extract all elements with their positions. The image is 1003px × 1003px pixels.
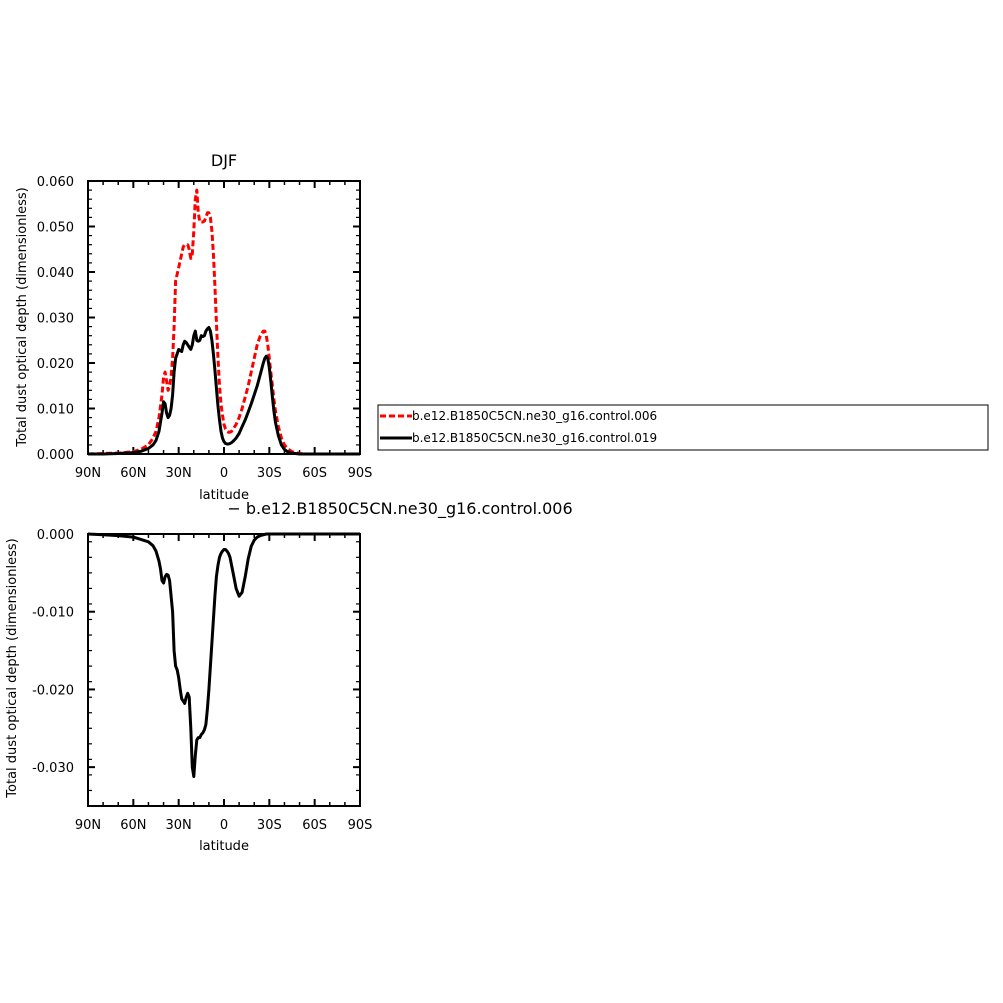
bottom-series-line-1 <box>87 532 360 778</box>
top-ytick-label: 0.030 <box>37 312 74 327</box>
bottom-ytick-label: -0.020 <box>32 683 74 698</box>
legend-box <box>377 404 989 451</box>
bottom-xtick-label: 90N <box>75 818 101 833</box>
bottom-panel-series-lines <box>87 532 360 778</box>
top-panel-tick-labels: 90N 60N 30N 0 30S 60S 90S 0.000 0.010 0.020 0.030 0… <box>37 175 373 481</box>
bottom-ytick-label: -0.010 <box>32 606 74 621</box>
top-panel-series-lines <box>87 188 360 456</box>
bottom-ytick-label: 0.000 <box>37 528 74 543</box>
top-panel-frame <box>87 180 361 455</box>
top-xtick-label: 90N <box>75 466 101 481</box>
top-panel-xlabel: latitude <box>199 488 249 503</box>
top-xtick-label: 60N <box>120 466 146 481</box>
bottom-ytick-label: -0.030 <box>32 761 74 776</box>
bottom-xtick-label: 0 <box>220 818 228 833</box>
bottom-panel: − b.e12.B1850C5CN.ne30_g16.control.006 T… <box>5 499 573 854</box>
bottom-xtick-label: 30S <box>257 818 282 833</box>
top-panel-ticks <box>87 180 361 455</box>
top-ytick-label: 0.040 <box>37 266 74 281</box>
top-series-line-1 <box>87 188 360 456</box>
bottom-panel-ticks <box>87 533 361 807</box>
top-series-line-2 <box>88 326 360 456</box>
legend-label-series-2: b.e12.B1850C5CN.ne30_g16.control.019 <box>412 431 657 445</box>
top-xtick-label: 0 <box>220 466 228 481</box>
bottom-xtick-label: 90S <box>348 818 373 833</box>
top-ytick-label: 0.000 <box>37 448 74 463</box>
bottom-xtick-label: 60S <box>302 818 327 833</box>
top-ytick-label: 0.060 <box>37 175 74 190</box>
legend: b.e12.B1850C5CN.ne30_g16.control.006 b.e… <box>377 404 989 451</box>
bottom-panel-frame <box>87 533 361 807</box>
top-xtick-label: 30N <box>166 466 192 481</box>
top-ytick-label: 0.010 <box>37 403 74 418</box>
top-panel-ylabel: Total dust optical depth (dimensionless) <box>15 187 30 447</box>
top-ytick-label: 0.050 <box>37 221 74 236</box>
bottom-panel-xlabel: latitude <box>199 839 249 854</box>
top-panel: DJF Total dust optical depth (dimensionl… <box>15 151 372 503</box>
legend-label-series-1: b.e12.B1850C5CN.ne30_g16.control.006 <box>412 409 657 423</box>
bottom-xtick-label: 60N <box>120 818 146 833</box>
bottom-panel-title: − b.e12.B1850C5CN.ne30_g16.control.006 <box>227 499 572 519</box>
top-xtick-label: 30S <box>257 466 282 481</box>
bottom-panel-tick-labels: 90N 60N 30N 0 30S 60S 90S 0.000 -0.010 -0.020 -0.0… <box>32 528 372 833</box>
bottom-panel-ylabel: Total dust optical depth (dimensionless) <box>5 538 20 798</box>
top-xtick-label: 60S <box>302 466 327 481</box>
top-xtick-label: 90S <box>348 466 373 481</box>
bottom-xtick-label: 30N <box>166 818 192 833</box>
top-ytick-label: 0.020 <box>37 357 74 372</box>
top-panel-title: DJF <box>211 151 237 170</box>
